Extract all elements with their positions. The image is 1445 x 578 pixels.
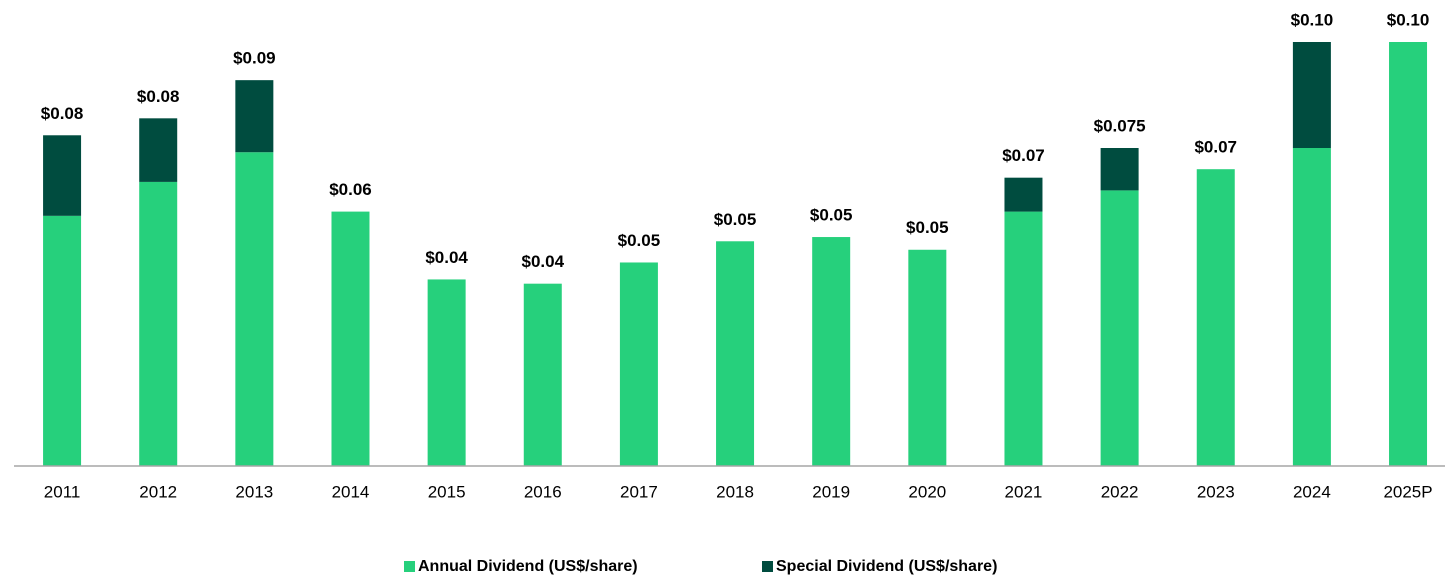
- x-tick-label: 2017: [620, 482, 658, 501]
- x-tick-label: 2019: [812, 482, 850, 501]
- bar-segment: [427, 279, 466, 466]
- bar-segment: [1292, 42, 1331, 148]
- total-label: $0.04: [521, 252, 564, 271]
- x-tick-label: 2015: [428, 482, 466, 501]
- legend-label: Special Dividend (US$/share): [776, 558, 997, 575]
- x-tick-label: 2021: [1005, 482, 1043, 501]
- total-label: $0.04: [425, 248, 468, 267]
- bar-segment: [1100, 190, 1139, 466]
- bar-segment: [1004, 177, 1043, 212]
- bar-segment: [619, 262, 658, 466]
- total-label: $0.07: [1002, 146, 1045, 165]
- total-label: $0.05: [906, 218, 949, 237]
- total-label: $0.06: [329, 180, 372, 199]
- legend-swatch: [762, 561, 773, 572]
- bar-segment: [1196, 169, 1235, 466]
- total-label: $0.05: [618, 231, 661, 250]
- bar-segment: [139, 181, 178, 467]
- bar-segment: [523, 283, 562, 466]
- x-tick-label: 2023: [1197, 482, 1235, 501]
- bar-segment: [716, 241, 755, 466]
- bar-segment: [235, 152, 274, 467]
- x-tick-label: 2013: [235, 482, 273, 501]
- x-tick-label: 2025P: [1383, 482, 1432, 501]
- total-label: $0.10: [1291, 10, 1334, 29]
- bar-segment: [43, 215, 82, 466]
- legend-swatch: [404, 561, 415, 572]
- total-label: $0.08: [41, 104, 84, 123]
- bar-segment: [1389, 42, 1428, 466]
- total-label: $0.08: [137, 87, 180, 106]
- bar-segment: [812, 237, 851, 466]
- bar-segment: [1100, 148, 1139, 191]
- bar-segment: [43, 135, 82, 216]
- total-label: $0.05: [714, 210, 757, 229]
- bar-segment: [235, 80, 274, 153]
- legend-label: Annual Dividend (US$/share): [418, 558, 638, 575]
- x-tick-label: 2012: [139, 482, 177, 501]
- x-tick-label: 2020: [908, 482, 946, 501]
- total-label: $0.075: [1094, 116, 1146, 135]
- x-tick-label: 2016: [524, 482, 562, 501]
- total-label: $0.05: [810, 206, 853, 225]
- total-label: $0.09: [233, 49, 276, 68]
- bar-segment: [331, 211, 370, 466]
- bar-segment: [139, 118, 178, 182]
- x-tick-label: 2024: [1293, 482, 1331, 501]
- x-tick-label: 2018: [716, 482, 754, 501]
- bar-segment: [1292, 148, 1331, 466]
- x-tick-label: 2011: [44, 482, 81, 501]
- x-tick-label: 2014: [332, 482, 370, 501]
- total-label: $0.10: [1387, 10, 1430, 29]
- total-label: $0.07: [1194, 138, 1237, 157]
- x-tick-label: 2022: [1101, 482, 1139, 501]
- bar-segment: [908, 249, 947, 466]
- bar-segment: [1004, 211, 1043, 466]
